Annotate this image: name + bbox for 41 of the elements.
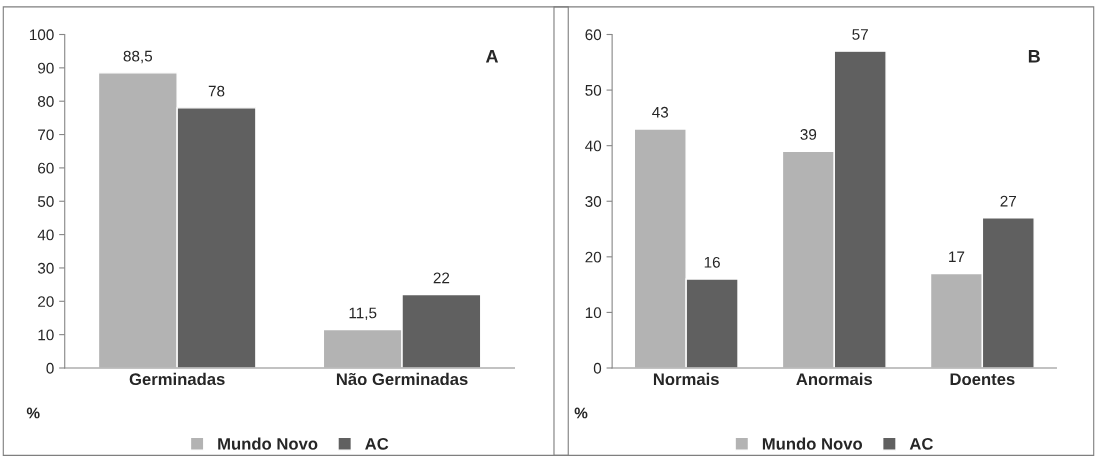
y-tick-label: 60 (585, 29, 602, 41)
y-tick-label: 80 (37, 96, 54, 107)
data-label: 43 (652, 106, 669, 118)
legend-label: AC (365, 437, 389, 450)
y-tick-label: 30 (585, 196, 602, 207)
y-tick-label: 100 (29, 29, 54, 41)
y-tick-label: 10 (38, 329, 54, 341)
data-label: 78 (208, 85, 225, 97)
x-tick-label: Doentes (950, 373, 1015, 386)
data-label: 22 (433, 272, 450, 284)
data-label: 27 (1000, 195, 1017, 207)
y-tick-label: 50 (585, 84, 602, 96)
x-tick-label: Normais (653, 372, 719, 386)
y-tick-label: 30 (37, 262, 54, 274)
y-axis-title: % (26, 407, 40, 419)
y-tick-label: 0 (593, 362, 602, 374)
data-label: 39 (800, 129, 817, 140)
data-label: 16 (704, 256, 720, 268)
y-tick-label: 20 (38, 296, 54, 307)
data-label: 11,5 (349, 307, 377, 321)
annotation: B (1028, 50, 1040, 63)
legend-label: Mundo Novo (218, 437, 318, 450)
x-tick-label: Não Germinadas (336, 372, 468, 386)
data-label: 17 (949, 251, 965, 262)
y-tick-label: 0 (46, 362, 54, 374)
y-tick-label: 50 (37, 196, 54, 207)
data-label: 57 (852, 29, 868, 40)
legend-label: Mundo Novo (762, 437, 863, 450)
y-tick-label: 40 (37, 229, 54, 241)
y-tick-label: 40 (585, 140, 602, 152)
x-tick-label: Anormais (796, 372, 873, 386)
annotation: A (485, 50, 499, 63)
legend-label: AC (909, 437, 933, 450)
y-tick-label: 10 (585, 307, 602, 319)
y-tick-label: 70 (38, 129, 54, 141)
y-tick-label: 20 (585, 251, 602, 263)
data-label: 88,5 (123, 50, 153, 64)
y-tick-label: 90 (38, 62, 54, 74)
x-tick-label: Germinadas (129, 372, 225, 386)
y-axis-title: % (574, 407, 588, 419)
y-tick-label: 60 (38, 162, 54, 174)
